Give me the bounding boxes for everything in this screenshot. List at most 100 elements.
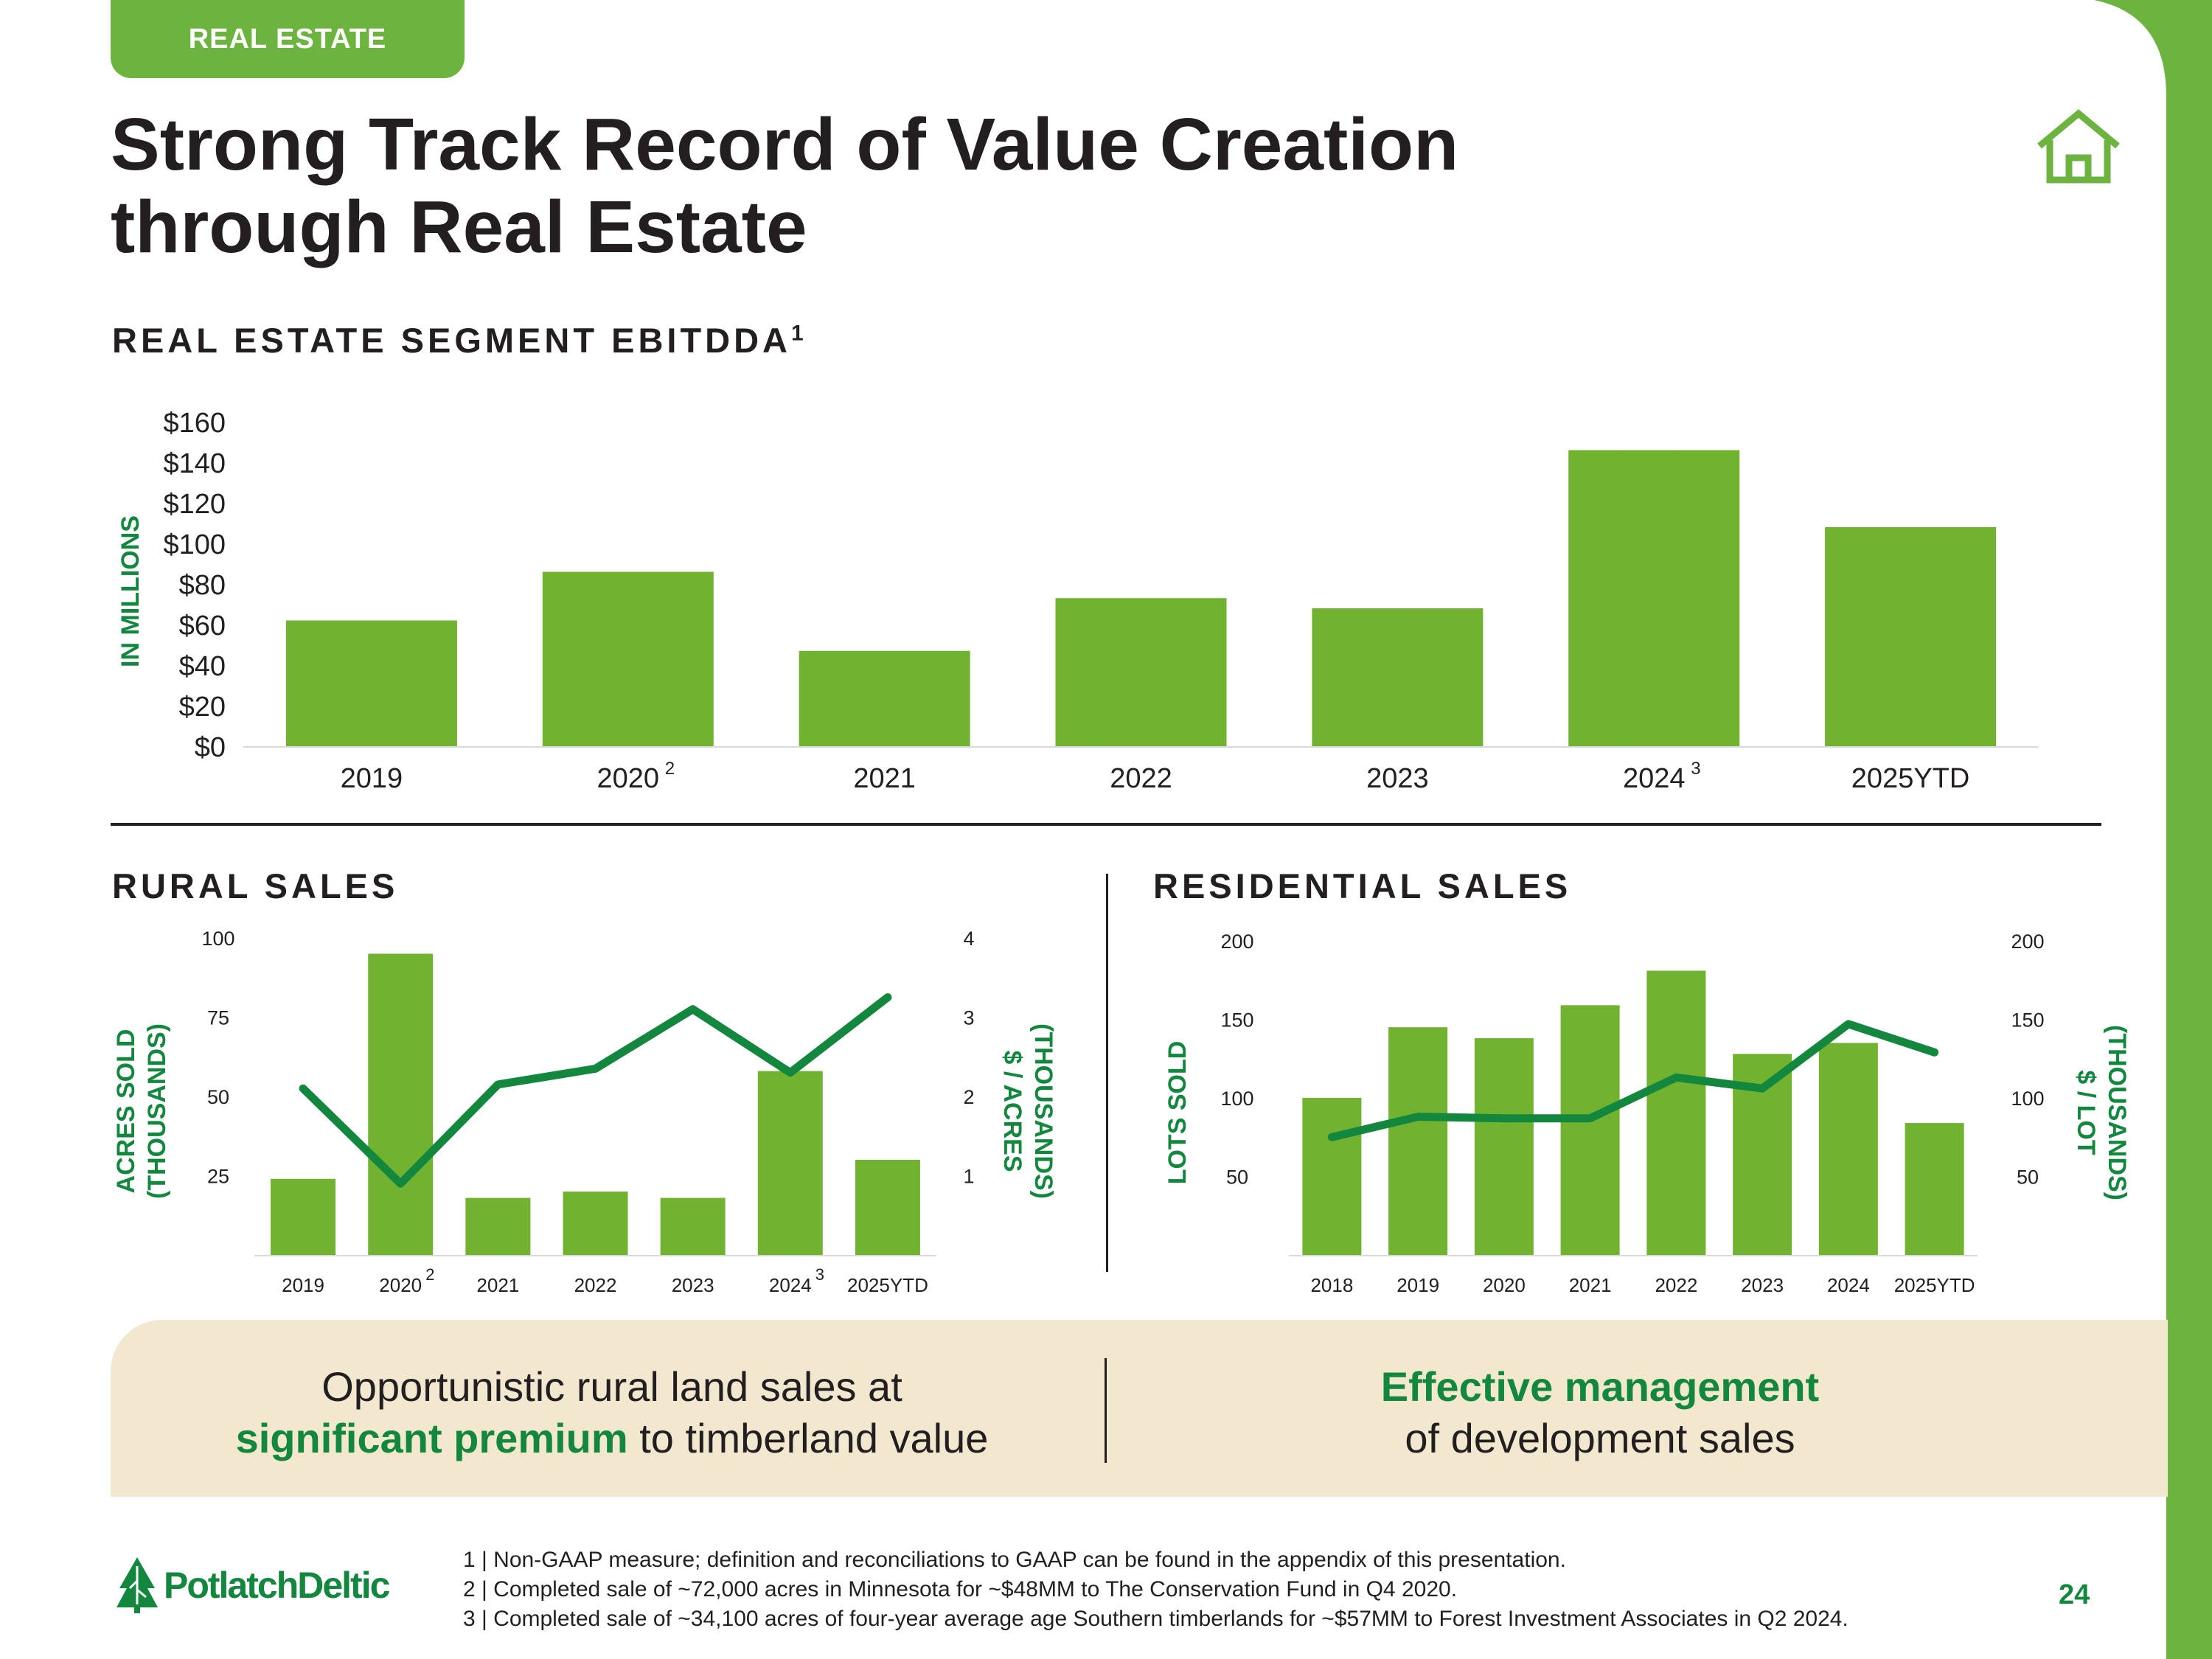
- rural-x-tick-label: 2024: [769, 1274, 812, 1296]
- footnotes: 1 | Non-GAAP measure; definition and rec…: [463, 1545, 2085, 1634]
- rural-price-line: [299, 993, 892, 1188]
- ebitdda-footnote-ref: 1: [791, 321, 807, 346]
- right-accent-band: [2094, 0, 2212, 1659]
- rural-bar: [563, 1192, 628, 1255]
- banner-left-text: Opportunistic rural land sales at signif…: [170, 1361, 1054, 1464]
- ebitdda-x-tick-label: 2020: [597, 763, 660, 794]
- ebitdda-x-tick-label: 2022: [1110, 763, 1172, 794]
- rural-bar: [855, 1160, 920, 1255]
- ebitdda-x-tick-label: 2023: [1366, 763, 1429, 794]
- residential-x-tick-label: 2023: [1741, 1274, 1784, 1296]
- rural-x-tick-label: 2019: [282, 1274, 324, 1296]
- residential-x-tick-label: 2019: [1397, 1274, 1439, 1296]
- ebitdda-bar-chart: $0 $20 $40 $60 $80 $100 $120 $140 $160 IN MILLION…: [116, 408, 2039, 794]
- summary-banner: [111, 1320, 2168, 1497]
- rural-right-axis-label-2: (THOUSANDS): [1029, 1023, 1057, 1199]
- tree-logo-icon: [116, 1557, 158, 1613]
- rural-right-tick-label: 4: [963, 928, 974, 950]
- rural-bar: [465, 1197, 531, 1255]
- logo-wordmark: PotlatchDeltic: [164, 1565, 390, 1606]
- ebitdda-x-tick-label: 2024: [1623, 763, 1686, 794]
- ebitdda-y-axis-label: IN MILLIONS: [116, 515, 145, 667]
- residential-bar: [1302, 1098, 1362, 1255]
- rural-sales-heading: RURAL SALES: [112, 866, 399, 905]
- residential-right-tick-label: 100: [2011, 1088, 2044, 1110]
- residential-right-tick-label: 150: [2011, 1009, 2044, 1032]
- rural-right-tick-label: 2: [963, 1086, 974, 1108]
- residential-left-tick-label: 50: [1226, 1166, 1248, 1189]
- rural-left-tick-label: 50: [207, 1086, 229, 1108]
- page-title: Strong Track Record of Value Creation th…: [111, 103, 1806, 268]
- rural-bar: [757, 1071, 823, 1255]
- rural-right-tick-label: 1: [963, 1166, 974, 1188]
- ebitdda-y-tick-label: $160: [163, 408, 226, 439]
- residential-price-line: [1327, 1020, 1939, 1141]
- rural-left-tick-label: 25: [207, 1166, 229, 1188]
- residential-sales-chart: 50 100 150 200 50 100 150 200 2018 2019 2020 2021 20…: [1164, 931, 2131, 1296]
- ebitdda-y-tick-label: $0: [195, 732, 226, 763]
- residential-left-tick-label: 100: [1220, 1088, 1253, 1110]
- ebitdda-bar: [1055, 598, 1227, 746]
- ebitdda-bar: [1312, 608, 1484, 746]
- section-tag: REAL ESTATE: [111, 0, 465, 78]
- rural-right-axis-label: $ / ACRES: [998, 1050, 1026, 1172]
- ebitdda-bar: [1568, 450, 1740, 746]
- rural-x-tick-label: 2025YTD: [847, 1274, 928, 1296]
- residential-x-tick-label: 2021: [1569, 1274, 1612, 1296]
- residential-bar: [1818, 1043, 1878, 1255]
- ebitdda-heading-text: REAL ESTATE SEGMENT EBITDDA: [112, 321, 791, 360]
- rural-x-tick-label: 2022: [574, 1274, 617, 1296]
- ebitdda-bar: [542, 571, 714, 746]
- vertical-divider: [1106, 874, 1108, 1272]
- footnote-3: 3 | Completed sale of ~34,100 acres of f…: [463, 1607, 1848, 1631]
- ebitdda-y-tick-label: $100: [163, 529, 226, 560]
- residential-x-tick-label: 2018: [1310, 1274, 1353, 1296]
- ebitdda-y-tick-label: $80: [179, 570, 226, 601]
- residential-x-tick-label: 2022: [1655, 1274, 1697, 1296]
- residential-left-axis-label: LOTS SOLD: [1164, 1041, 1192, 1185]
- footnote-2: 2 | Completed sale of ~72,000 acres in M…: [463, 1577, 1458, 1601]
- banner-right-line-2: of development sales: [1405, 1415, 1795, 1461]
- residential-sales-heading: RESIDENTIAL SALES: [1153, 866, 1572, 905]
- residential-bar: [1474, 1038, 1534, 1255]
- rural-left-axis-label: ACRES SOLD: [112, 1029, 140, 1194]
- ebitdda-x-tick-footnote: 3: [1691, 759, 1700, 779]
- residential-x-tick-label: 2020: [1483, 1274, 1526, 1296]
- banner-left-highlight: significant premium: [235, 1415, 628, 1461]
- ebitdda-y-tick-label: $40: [179, 651, 226, 682]
- banner-right-text: Effective management of development sale…: [1209, 1361, 1991, 1464]
- banner-left-line-1: Opportunistic rural land sales at: [321, 1363, 902, 1410]
- rural-right-tick-label: 3: [963, 1007, 974, 1029]
- residential-x-tick-label: 2024: [1827, 1274, 1870, 1296]
- rural-x-tick-label: 2023: [672, 1274, 714, 1296]
- banner-right-highlight: Effective management: [1380, 1363, 1820, 1410]
- company-logo: PotlatchDeltic: [115, 1556, 410, 1615]
- rural-x-tick-label: 2020: [379, 1274, 422, 1296]
- ebitdda-x-tick-label: 2019: [341, 763, 403, 794]
- banner-left-rest: to timberland value: [627, 1415, 989, 1461]
- residential-right-axis-label: $ / LOT: [2072, 1070, 2100, 1155]
- rural-x-tick-label: 2021: [476, 1274, 519, 1296]
- house-icon: [2037, 109, 2120, 184]
- horizontal-divider: [111, 823, 2101, 826]
- rural-left-tick-label: 100: [201, 928, 234, 950]
- ebitdda-y-tick-label: $20: [179, 692, 226, 723]
- page-title-line-1: Strong Track Record of Value Creation: [111, 103, 1459, 186]
- rural-left-tick-label: 75: [207, 1007, 229, 1029]
- residential-right-tick-label: 50: [2017, 1166, 2039, 1189]
- residential-x-tick-label: 2025YTD: [1894, 1274, 1975, 1296]
- residential-bar: [1905, 1123, 1964, 1255]
- rural-bar: [660, 1197, 726, 1255]
- residential-left-tick-label: 150: [1220, 1009, 1253, 1032]
- page-number: 24: [2059, 1579, 2090, 1610]
- ebitdda-x-tick-label: 2021: [853, 763, 916, 794]
- residential-bar: [1388, 1027, 1448, 1255]
- ebitdda-y-tick-label: $120: [163, 489, 226, 520]
- ebitdda-x-tick-footnote: 2: [665, 759, 675, 779]
- ebitdda-bar: [1825, 527, 1997, 746]
- ebitdda-y-tick-label: $140: [163, 448, 226, 479]
- ebitdda-bar: [799, 650, 970, 746]
- residential-right-axis-label-2: (THOUSANDS): [2103, 1025, 2131, 1200]
- rural-left-axis-label-2: (THOUSANDS): [143, 1023, 171, 1199]
